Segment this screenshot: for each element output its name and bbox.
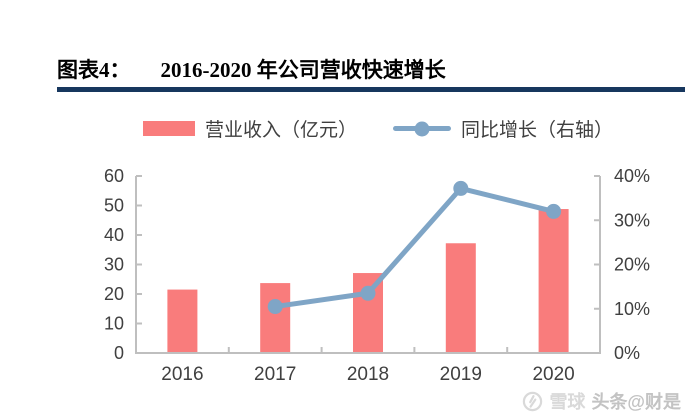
svg-text:0: 0 [114, 343, 124, 363]
svg-text:0%: 0% [614, 343, 640, 363]
svg-text:40%: 40% [614, 166, 650, 186]
svg-text:50: 50 [104, 196, 124, 216]
svg-text:40: 40 [104, 225, 124, 245]
watermark-brand: 雪球 [549, 392, 586, 412]
legend-item-growth: 同比增长（右轴） [393, 115, 613, 142]
svg-text:60: 60 [104, 166, 124, 186]
legend-bar-swatch-icon [143, 121, 195, 136]
svg-text:2020: 2020 [532, 364, 574, 385]
svg-text:20%: 20% [614, 255, 650, 275]
watermark: 雪球 头条@财是 [522, 388, 681, 414]
svg-text:10: 10 [104, 314, 124, 334]
legend-item-revenue: 营业收入（亿元） [143, 115, 357, 142]
legend-revenue-label: 营业收入（亿元） [205, 120, 358, 141]
svg-text:10%: 10% [614, 299, 650, 319]
svg-text:2019: 2019 [440, 364, 482, 385]
watermark-suffix: 头条@财是 [591, 392, 681, 412]
chart-legend: 营业收入（亿元） 同比增长（右轴） [143, 115, 613, 142]
svg-text:30: 30 [104, 255, 124, 275]
svg-text:20: 20 [104, 284, 124, 304]
figure-label: 图表4： [57, 58, 131, 82]
svg-text:2017: 2017 [254, 364, 296, 385]
figure-caption: 图表4： 2016-2020 年公司营收快速增长 [57, 54, 446, 84]
combo-chart: 0 10 20 30 40 50 60 0% 10% 20% 30% 40% 2016 2017 2018 2… [104, 166, 650, 385]
svg-text:2018: 2018 [347, 364, 389, 385]
svg-text:2016: 2016 [161, 364, 203, 385]
figure-title: 2016-2020 年公司营收快速增长 [160, 58, 446, 82]
title-underline [57, 87, 685, 92]
xueqiu-logo-icon [523, 391, 543, 411]
legend-line-swatch-icon [393, 121, 452, 137]
svg-text:30%: 30% [614, 210, 650, 230]
legend-growth-label: 同比增长（右轴） [461, 120, 614, 141]
